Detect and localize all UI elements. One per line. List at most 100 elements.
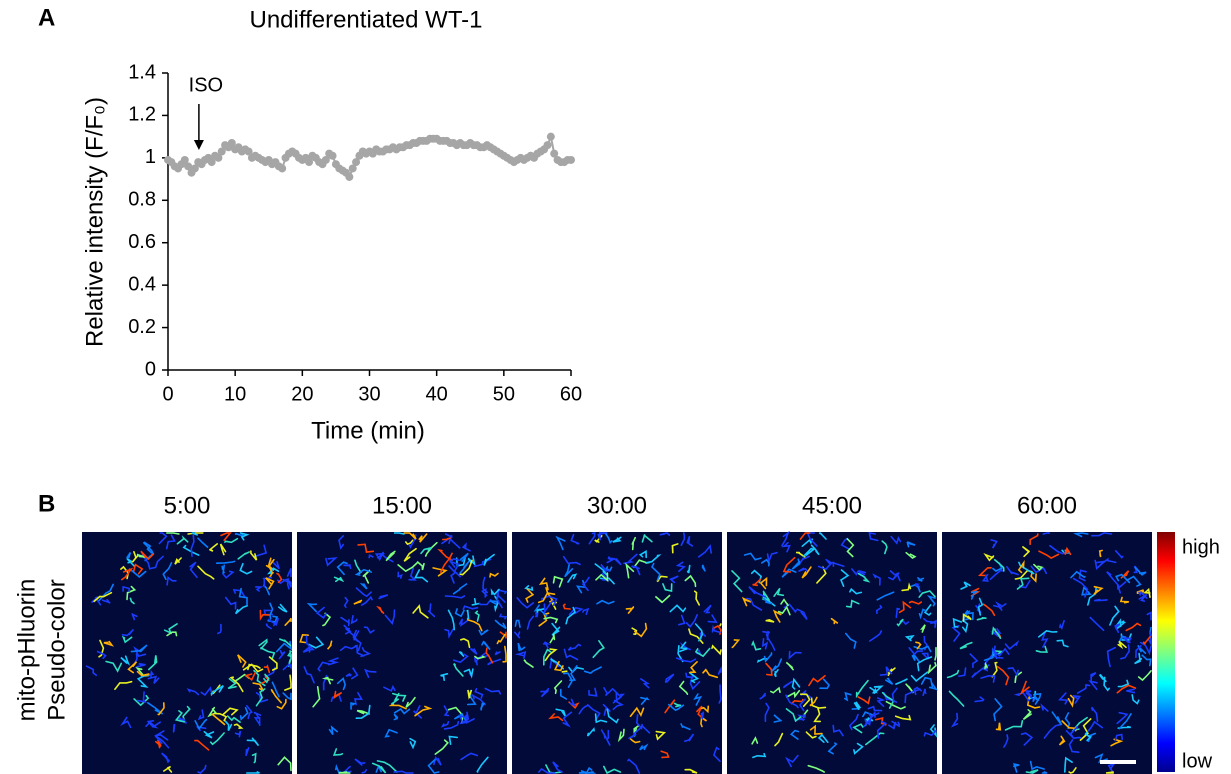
mitochondria [790,698,804,705]
mitochondria [368,554,374,559]
mitochondria [343,624,352,635]
mitochondria [993,698,1003,722]
mitochondria [1038,630,1058,638]
mitochondria [606,557,622,566]
mitochondria [703,604,712,614]
mitochondria [971,666,986,679]
mitochondria [741,596,752,607]
mitochondria [350,615,358,625]
mitochondria [799,693,811,707]
mitochondria [427,603,436,618]
mitochondria [1143,587,1151,598]
mitochondria [596,599,615,605]
mitochondria [881,691,895,709]
mitochondria [688,671,700,684]
mitochondria [781,568,797,578]
mitochondria [752,578,762,587]
mitochondria [977,597,984,616]
mitochondria [482,576,489,594]
mitochondria [343,596,349,608]
mitochondria [194,739,210,751]
mitochondria [120,716,132,729]
mitochondria [263,673,270,684]
mitochondria [1019,680,1030,696]
mitochondria [1030,571,1037,583]
mitochondria [840,537,850,550]
mitochondria [567,646,572,651]
mitochondria [685,672,694,679]
mitochondria [631,565,641,576]
mitochondria [543,648,553,666]
microscopy-image [727,530,938,774]
mitochondria [325,557,338,567]
mitochondria [553,680,563,695]
mitochondria [376,760,398,773]
mitochondria [551,622,561,636]
mitochondria [818,532,827,540]
panel-label: A [38,4,55,31]
mitochondria [427,758,440,774]
mitochondria [1142,636,1151,645]
mitochondria [867,705,883,712]
mitochondria [287,653,292,667]
mitochondria [915,641,922,650]
mitochondria [946,669,960,679]
mitochondria [350,702,357,710]
mitochondria [209,732,225,746]
mitochondria [356,709,370,715]
mitochondria [1138,593,1148,602]
mitochondria [227,677,237,690]
mitochondria [761,638,769,650]
mitochondria [789,729,800,740]
mitochondria [852,723,864,734]
mitochondria [752,752,767,759]
mitochondria [578,705,589,715]
mitochondria [901,582,912,592]
mitochondria [928,682,938,691]
mitochondria [1106,571,1120,587]
mitochondria [798,555,810,565]
mitochondria [1123,637,1132,644]
mitochondria [1007,667,1019,678]
mitochondria [259,609,271,621]
mitochondria [625,606,635,615]
mitochondria [868,532,879,542]
mitochondria [885,700,906,710]
mitochondria [458,711,470,722]
mitochondria [1114,623,1121,633]
panel-label: B [38,490,55,517]
mitochondria [121,628,135,637]
mitochondria [1004,640,1020,651]
mitochondria [588,532,596,545]
mitochondria [1114,550,1124,559]
mitochondria [355,704,371,719]
mitochondria [282,692,292,701]
mitochondria [105,660,123,673]
mitochondria [963,610,974,621]
mitochondria [1065,730,1082,740]
mitochondria [1076,683,1091,694]
mitochondria [255,586,264,592]
mitochondria [1107,762,1116,773]
image-background [512,532,722,774]
mitochondria [773,714,783,723]
x-tick-label: 40 [426,383,448,405]
mitochondria [483,553,495,566]
mitochondria [1021,545,1030,558]
mitochondria [469,648,478,655]
mitochondria [489,600,499,605]
mitochondria [748,586,766,598]
mitochondria [1064,546,1072,556]
mitochondria [1087,720,1104,732]
mitochondria [85,665,98,677]
mitochondria [908,600,923,605]
x-tick-label: 10 [224,383,246,405]
mitochondria [659,532,671,536]
mitochondria [677,645,684,663]
mitochondria [332,748,344,756]
mitochondria [612,699,625,711]
mitochondria [525,588,535,603]
mitochondria [132,563,144,575]
mitochondria [444,595,466,599]
colorbar-label: low [1182,750,1213,772]
